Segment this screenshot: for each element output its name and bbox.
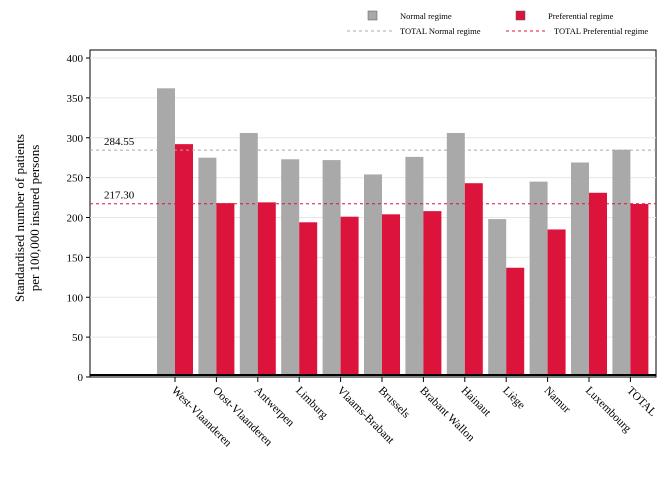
y-tick-label: 150: [67, 252, 84, 264]
y-tick-label: 250: [67, 173, 84, 185]
legend-swatch-preferential: [515, 10, 526, 21]
y-tick-label: 50: [72, 332, 84, 344]
bar-normal-regime: [612, 149, 631, 375]
bar-preferential-regime: [299, 222, 318, 375]
bar-preferential-regime: [547, 229, 566, 375]
bar-preferential-regime: [382, 214, 400, 375]
bar-normal-regime: [405, 156, 424, 375]
x-category-label: Brussels: [376, 385, 412, 421]
y-tick-label: 200: [67, 213, 84, 225]
bar-preferential-regime: [630, 203, 649, 375]
x-category-label: Namur: [541, 385, 572, 416]
y-tick-label: 350: [67, 93, 84, 105]
plot-frame: [89, 49, 657, 378]
bar-normal-regime: [157, 88, 175, 376]
y-tick-label: 0: [78, 372, 84, 384]
bar-preferential-regime: [340, 216, 359, 375]
bar-preferential-regime: [216, 203, 235, 375]
bar-normal-regime: [364, 174, 382, 375]
bar-preferential-regime: [423, 211, 442, 375]
y-axis-label: Standardised number of patients: [12, 134, 27, 302]
bar-normal-regime: [322, 160, 341, 375]
bar-normal-regime: [281, 159, 300, 375]
y-axis-label: per 100,000 insured persons: [27, 145, 42, 292]
bar-preferential-regime: [506, 267, 525, 375]
bar-preferential-regime: [175, 144, 193, 375]
bar-preferential-regime: [464, 183, 483, 375]
x-category-label: Antwerpen: [252, 385, 297, 430]
ref-line-label: 284.55: [104, 136, 135, 148]
bar-preferential-regime: [589, 192, 607, 375]
y-tick-label: 100: [67, 292, 84, 304]
legend-label: TOTAL Preferential regime: [554, 26, 648, 36]
bar-normal-regime: [446, 132, 465, 375]
bar-normal-regime: [198, 157, 217, 375]
x-category-label: Liège: [500, 385, 527, 412]
legend-label: Normal regime: [400, 11, 452, 21]
bar-normal-regime: [529, 181, 548, 375]
x-category-label: Hainaut: [459, 385, 494, 420]
bar-normal-regime: [488, 219, 507, 375]
y-tick-label: 400: [67, 53, 84, 65]
bar-normal-regime: [239, 132, 258, 375]
ref-line-label: 217.30: [104, 190, 135, 202]
legend-label: TOTAL Normal regime: [400, 26, 481, 36]
bar-normal-regime: [571, 162, 589, 375]
legend-swatch-normal: [367, 10, 378, 21]
y-tick-label: 300: [67, 133, 84, 145]
x-category-label: TOTAL: [624, 385, 658, 419]
x-category-label: Limburg: [293, 385, 330, 422]
legend-label: Preferential regime: [548, 11, 614, 21]
bar-preferential-regime: [257, 202, 276, 375]
